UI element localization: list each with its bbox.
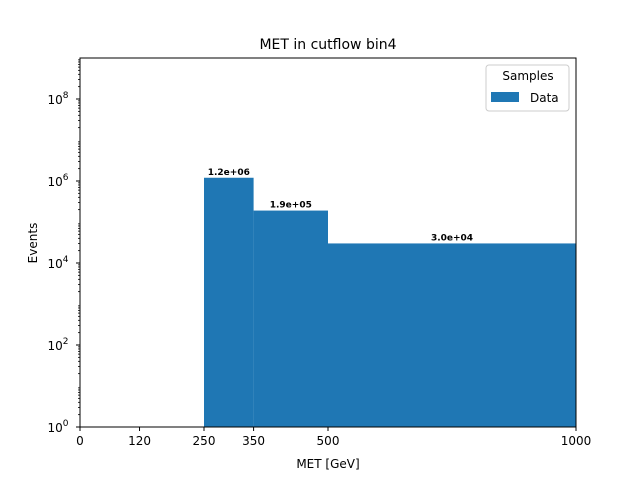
y-tick-label: 104	[47, 255, 68, 271]
bar-350-500	[253, 210, 328, 427]
bars	[204, 177, 576, 427]
x-tick-label: 350	[242, 434, 265, 448]
legend-entry-data: Data	[530, 91, 559, 105]
bar-label-250-350: 1.2e+06	[208, 168, 250, 178]
x-axis-label: MET [GeV]	[296, 457, 359, 471]
x-tick-label: 500	[317, 434, 340, 448]
y-axis-minor-ticks	[78, 59, 80, 416]
bar-label-350-500: 1.9e+05	[270, 201, 312, 211]
bar-500-1000	[328, 243, 576, 427]
y-tick-label: 102	[47, 337, 68, 353]
legend: Samples Data	[485, 64, 570, 112]
legend-title: Samples	[502, 69, 553, 83]
chart-title: MET in cutflow bin4	[259, 37, 396, 53]
y-axis-label: Events	[26, 223, 40, 264]
x-tick-label: 250	[193, 434, 216, 448]
bar-label-500-1000: 3.0e+04	[431, 233, 473, 243]
y-tick-label: 108	[47, 91, 68, 107]
y-tick-label: 106	[47, 173, 68, 189]
y-axis-ticks: 100 102 104 106 108	[47, 91, 80, 435]
bar-250-350	[204, 177, 254, 427]
x-tick-label: 0	[76, 434, 84, 448]
x-axis-ticks: 0 120 250 350 500 1000	[76, 427, 591, 448]
x-tick-label: 1000	[561, 434, 592, 448]
legend-swatch-data	[491, 92, 519, 102]
bar-value-labels: 1.2e+06 1.9e+05 3.0e+04	[208, 168, 473, 244]
y-tick-label: 100	[47, 419, 68, 435]
x-tick-label: 120	[128, 434, 151, 448]
